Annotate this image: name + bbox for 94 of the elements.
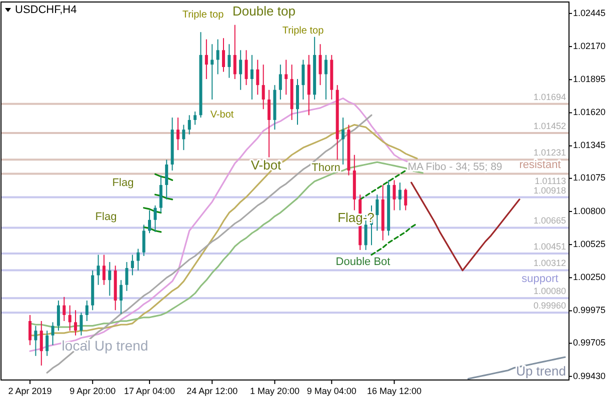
x-tick-label: 9 Apr 20:00	[70, 386, 116, 396]
candlestick	[216, 38, 220, 75]
candlestick	[278, 64, 282, 100]
candlestick	[136, 248, 140, 271]
x-tick-label: 16 May 12:00	[366, 386, 422, 396]
ref-line-label: 1.00312	[533, 258, 566, 268]
y-tick-label: 1.00250	[573, 272, 606, 282]
ref-line-label: 0.99960	[533, 300, 566, 311]
annotation: MA Fibo - 34; 55; 89	[408, 160, 502, 173]
annotation: support	[522, 272, 558, 285]
ref-line-label: 1.01113	[534, 176, 566, 186]
y-tick-label: 1.01345	[573, 140, 606, 150]
candlestick	[188, 114, 191, 135]
candlestick	[108, 262, 112, 296]
candlestick	[102, 254, 106, 286]
candlestick	[194, 111, 197, 126]
annotation: Double Bot	[336, 256, 390, 268]
candlestick	[376, 194, 379, 232]
candlestick	[130, 254, 134, 276]
candlestick	[284, 59, 288, 96]
annotation: Up trend	[516, 363, 566, 378]
y-tick-label: 0.99430	[573, 370, 606, 381]
x-tick-label: 9 May 04:00	[306, 386, 356, 396]
candlestick	[62, 296, 66, 322]
x-tick-label: 1 May 20:00	[250, 386, 300, 396]
candlestick	[262, 64, 265, 110]
y-tick-label: 1.01620	[573, 107, 606, 118]
candlestick	[228, 44, 231, 78]
annotation: Triple top	[282, 26, 324, 37]
chart-title: USDCHF,H4	[15, 4, 77, 16]
candlestick	[159, 174, 162, 214]
ref-line-label: 1.01452	[533, 120, 566, 131]
candlestick	[204, 38, 208, 80]
candlestick	[80, 312, 83, 336]
candlestick	[210, 44, 214, 100]
candlestick	[324, 54, 328, 100]
annotation: Flag	[112, 176, 134, 189]
candlestick	[256, 59, 260, 96]
candlestick	[222, 38, 226, 72]
candlestick	[142, 224, 146, 257]
y-tick-label: 0.99975	[573, 305, 606, 316]
annotation: resistant	[519, 158, 561, 171]
candlestick	[165, 159, 168, 200]
y-tick-label: 1.00525	[573, 238, 606, 249]
candlestick	[74, 310, 78, 336]
ref-line-label: 1.01694	[533, 92, 566, 102]
candlestick	[120, 280, 123, 314]
candlestick	[318, 44, 322, 86]
ref-line-label: 1.01231	[533, 148, 566, 158]
ref-line-label: 1.00451	[533, 241, 566, 252]
y-tick-label: 1.01895	[573, 74, 606, 84]
candlestick	[46, 330, 49, 356]
annotation: Flag	[95, 210, 117, 223]
ref-line-label: 1.00918	[533, 185, 566, 196]
y-tick-label: 0.99705	[573, 338, 606, 348]
candlestick	[398, 182, 402, 211]
x-tick-label: 17 Apr 04:00	[124, 386, 176, 396]
annotation: Triple top	[182, 10, 224, 21]
ref-line-label: 1.00665	[533, 216, 566, 226]
x-tick-label: 24 Apr 12:00	[186, 386, 238, 396]
candlestick	[51, 322, 54, 346]
candlestick	[85, 300, 88, 322]
candlestick	[176, 117, 180, 151]
candlestick	[125, 262, 128, 292]
line-series	[467, 356, 566, 380]
x-tick-label: 2 Apr 2019	[8, 386, 52, 396]
annotation: V-bot	[210, 110, 234, 121]
line-series	[410, 182, 520, 272]
candlestick	[96, 254, 100, 286]
candlestick	[302, 59, 305, 100]
candlestick	[392, 180, 396, 211]
y-tick-label: 1.00800	[573, 206, 606, 216]
candlestick	[244, 50, 248, 86]
ref-line-label: 1.00080	[533, 286, 566, 296]
candlestick	[28, 314, 32, 346]
y-tick-label: 1.01075	[573, 172, 606, 183]
candlestick	[34, 325, 38, 356]
y-tick-label: 1.02170	[573, 40, 606, 51]
candlestick	[250, 54, 254, 100]
candlestick	[233, 24, 236, 80]
candlestick	[342, 117, 345, 166]
candlestick	[68, 304, 72, 332]
candlestick	[40, 320, 43, 366]
candlestick	[154, 204, 157, 232]
y-tick-label: 1.02445	[573, 8, 606, 18]
annotation: Double top	[232, 3, 296, 18]
candlestick	[239, 50, 242, 90]
candlestick	[148, 210, 152, 234]
candlestick	[56, 300, 60, 332]
candlestick	[268, 89, 271, 158]
annotation: Thorn	[312, 162, 340, 174]
line-series	[359, 170, 406, 200]
candlestick	[404, 188, 408, 211]
candlestick	[182, 124, 186, 151]
